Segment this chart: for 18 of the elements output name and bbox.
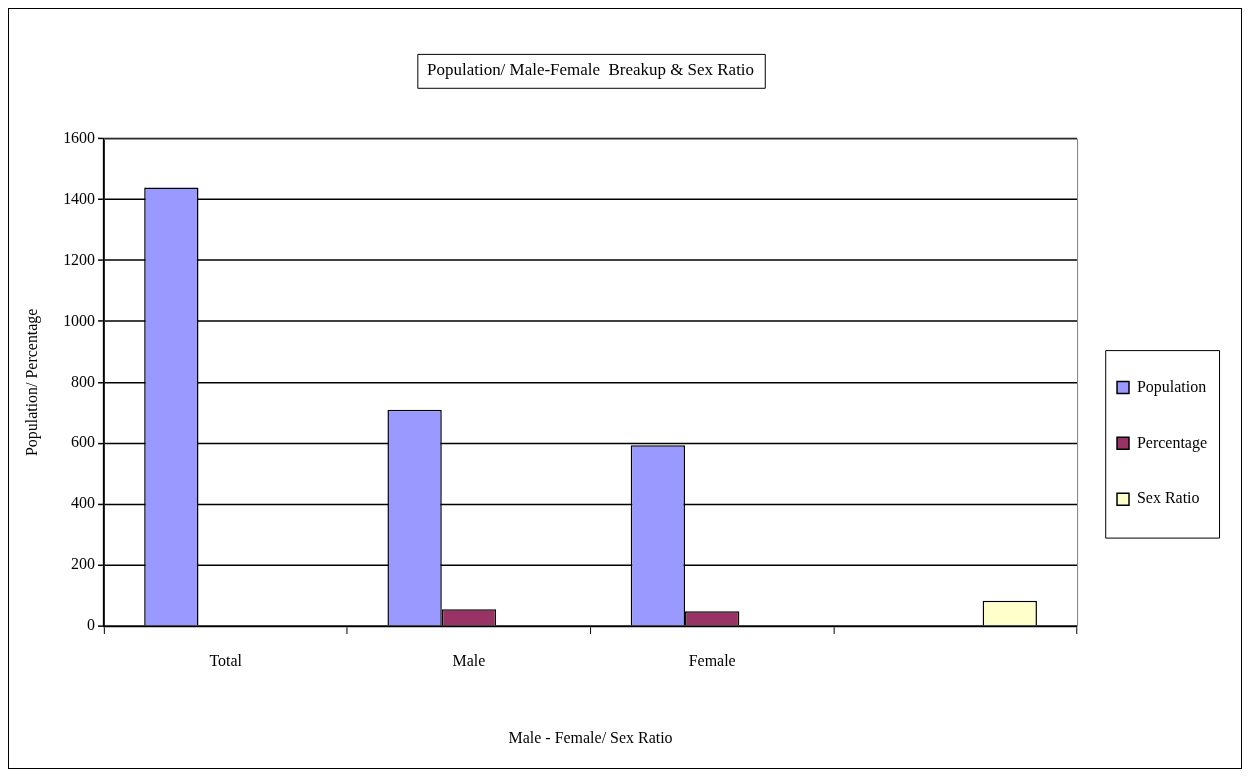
y-axis-title: Population/ Percentage: [22, 308, 41, 457]
y-tick-label: 600: [71, 433, 96, 451]
x-tick-label: Total: [209, 651, 243, 669]
y-tick-label: 1000: [63, 311, 96, 329]
y-tick-label: 800: [71, 372, 96, 390]
legend-label: Population: [1136, 377, 1207, 396]
chart-title: Population/ Male-Female Breakup & Sex Ratio: [427, 60, 755, 80]
y-tick-label: 0: [87, 616, 96, 634]
y-tick-label: 1200: [63, 250, 96, 268]
y-tick-label: 1400: [63, 189, 96, 207]
y-tick-label: 1600: [63, 128, 96, 146]
x-tick-label: Female: [688, 651, 736, 669]
legend-label: Sex Ratio: [1136, 489, 1200, 507]
legend-label: Percentage: [1136, 433, 1208, 452]
x-axis-title: Male - Female/ Sex Ratio: [508, 728, 673, 746]
y-tick-label: 400: [71, 494, 96, 512]
y-tick-label: 200: [71, 555, 96, 573]
x-tick-label: Male: [452, 651, 486, 669]
